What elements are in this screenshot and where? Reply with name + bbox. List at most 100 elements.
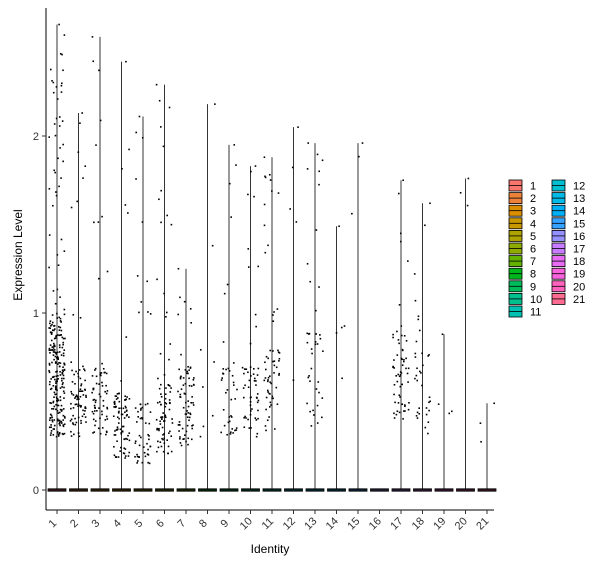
legend-item-3: 3 [508, 204, 536, 218]
data-point [62, 374, 65, 377]
data-point [227, 367, 230, 370]
data-point [97, 427, 100, 430]
data-point [81, 415, 84, 418]
data-point [255, 396, 258, 399]
data-point [321, 416, 323, 419]
data-point [63, 308, 66, 311]
data-point [171, 418, 173, 420]
data-point [406, 372, 409, 375]
legend-item-16: 16 [551, 229, 585, 243]
data-point [118, 407, 120, 410]
data-point [56, 370, 58, 373]
data-point [54, 355, 57, 358]
data-point [168, 401, 171, 404]
data-point [141, 136, 144, 139]
data-point [59, 326, 62, 329]
data-point [255, 384, 257, 386]
data-point [72, 407, 75, 409]
violin-cluster-7 [176, 267, 196, 492]
data-point [63, 363, 66, 366]
data-point [92, 412, 95, 415]
data-point [93, 410, 96, 412]
data-point [402, 179, 404, 182]
data-point [265, 368, 267, 371]
data-point [57, 334, 59, 336]
legend-label: 11 [530, 307, 541, 319]
data-point [52, 329, 55, 332]
data-point [393, 383, 396, 386]
data-point [84, 379, 86, 382]
violin-cluster-4 [112, 60, 131, 492]
data-point [49, 434, 52, 436]
data-point [179, 376, 182, 379]
violin-cluster-3 [90, 36, 110, 492]
data-point [242, 387, 245, 389]
data-point [271, 397, 273, 400]
data-point [50, 333, 53, 335]
data-point [113, 400, 116, 403]
data-point [52, 408, 55, 410]
data-point [403, 360, 405, 363]
data-point [183, 300, 186, 303]
data-point [79, 377, 82, 380]
data-point [58, 344, 61, 346]
data-point [407, 260, 409, 262]
data-point [177, 424, 180, 426]
data-point [164, 414, 167, 417]
legend-label: 9 [530, 281, 536, 293]
data-point [168, 106, 171, 109]
data-point [141, 416, 143, 419]
data-point [179, 393, 182, 396]
data-point [55, 403, 57, 406]
data-point [278, 357, 281, 360]
data-point [56, 400, 59, 403]
data-point [235, 429, 238, 431]
data-point [160, 189, 162, 192]
x-tick-label: 4 [111, 517, 124, 530]
data-point [102, 405, 105, 407]
data-point [192, 404, 195, 406]
data-point [314, 341, 317, 343]
data-point [63, 369, 66, 371]
data-point [392, 333, 394, 336]
data-point [60, 422, 63, 424]
data-point [419, 370, 421, 373]
data-point [58, 365, 61, 368]
data-point [249, 404, 252, 407]
data-point [54, 393, 57, 396]
data-point [184, 393, 187, 395]
data-point [407, 367, 410, 370]
data-point [253, 195, 255, 198]
data-point [106, 406, 108, 409]
data-point [179, 296, 181, 299]
data-point [269, 179, 272, 181]
data-point [79, 122, 81, 124]
data-point [136, 460, 139, 462]
data-point [116, 416, 119, 419]
data-point [183, 392, 186, 395]
data-point [425, 413, 428, 416]
data-point [58, 422, 61, 425]
data-point [317, 381, 320, 383]
y-tick-label: 0 [33, 485, 39, 497]
data-point [149, 313, 152, 315]
data-point [114, 434, 117, 436]
data-point [114, 430, 116, 432]
data-point [179, 424, 181, 426]
data-point [264, 251, 267, 254]
data-point [63, 386, 65, 389]
data-point [78, 369, 81, 371]
data-point [99, 373, 101, 376]
data-point [61, 409, 63, 411]
data-point [186, 424, 189, 427]
data-point [138, 434, 141, 437]
data-point [70, 402, 72, 405]
data-point [309, 410, 311, 413]
data-point [59, 52, 62, 55]
data-point [120, 380, 122, 382]
data-point [91, 391, 93, 394]
data-point [162, 434, 164, 436]
data-point [82, 394, 85, 396]
data-point [125, 410, 128, 412]
data-point [84, 416, 87, 418]
